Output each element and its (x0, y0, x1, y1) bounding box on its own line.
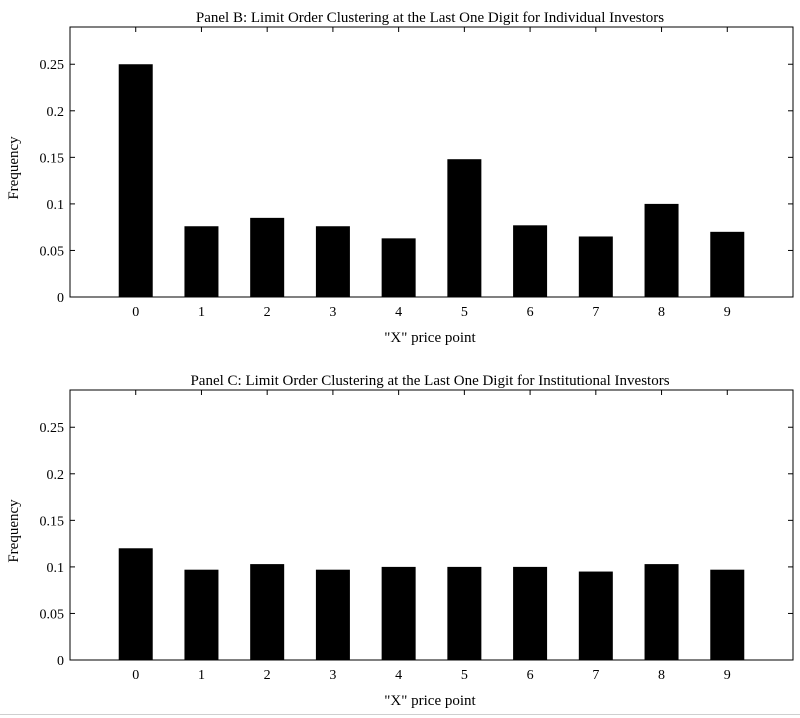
pc-y-tick-label: 0.05 (40, 607, 65, 622)
pc-x-tick-label: 4 (395, 668, 402, 683)
pb-bar-2 (250, 217, 285, 297)
pc-x-tick-label: 1 (198, 668, 205, 683)
panel-b: Panel B: Limit Order Clustering at the L… (6, 10, 794, 346)
panel-c-y-ticks: 0 0.05 0.1 0.15 0.2 0.25 (40, 421, 793, 669)
pc-x-tick-label: 6 (527, 668, 534, 683)
pc-y-tick-label: 0.1 (47, 561, 65, 576)
bottom-divider (0, 714, 800, 715)
pc-x-tick-label: 3 (329, 668, 336, 683)
pb-bar-4 (381, 238, 416, 297)
pc-x-tick-label: 7 (592, 668, 599, 683)
pc-y-tick-label: 0 (57, 654, 64, 669)
panel-c-y-axis-label: Frequency (6, 499, 22, 563)
pc-x-tick-label: 5 (461, 668, 468, 683)
panel-b-x-axis-label: "X" price point (384, 330, 476, 346)
pb-bar-8 (644, 203, 679, 297)
pc-x-tick-label: 0 (132, 668, 139, 683)
pb-y-tick-label: 0.1 (47, 198, 65, 213)
panel-b-plot-frame (69, 26, 794, 298)
panel-c-title: Panel C: Limit Order Clustering at the L… (190, 373, 669, 389)
pb-x-tick-label: 6 (527, 305, 534, 320)
pc-bar-9 (710, 569, 745, 660)
pc-y-tick-label: 0.15 (40, 514, 65, 529)
pb-bar-1 (184, 226, 219, 297)
pb-y-tick-label: 0.2 (47, 105, 65, 120)
pb-bar-0 (118, 64, 153, 297)
pb-x-tick-label: 3 (329, 305, 336, 320)
pc-bar-7 (578, 571, 613, 660)
pc-bar-0 (118, 548, 153, 660)
pc-bar-6 (513, 566, 548, 660)
pb-y-tick-label: 0.05 (40, 244, 65, 259)
pc-bar-1 (184, 569, 219, 660)
panel-b-y-ticks: 0 0.05 0.1 0.15 0.2 0.25 (40, 58, 793, 306)
pc-bar-4 (381, 566, 416, 660)
pb-bar-3 (315, 226, 350, 297)
pc-y-tick-label: 0.2 (47, 468, 65, 483)
pc-bar-3 (315, 569, 350, 660)
pc-y-tick-label: 0.25 (40, 421, 65, 436)
pb-x-tick-label: 2 (264, 305, 271, 320)
pb-x-tick-label: 8 (658, 305, 665, 320)
pb-x-tick-label: 1 (198, 305, 205, 320)
panel-b-bars (118, 64, 745, 297)
panel-c-plot-frame (69, 389, 794, 661)
pb-x-tick-label: 0 (132, 305, 139, 320)
pb-bar-5 (447, 159, 482, 297)
pb-bar-6 (513, 225, 548, 297)
panel-b-y-axis-label: Frequency (6, 136, 22, 200)
pb-x-tick-label: 9 (724, 305, 731, 320)
pb-bar-7 (578, 236, 613, 297)
panel-c: Panel C: Limit Order Clustering at the L… (6, 373, 794, 709)
panel-c-x-ticks: 0 1 2 3 4 5 6 7 8 9 (132, 390, 731, 683)
pb-y-tick-label: 0.15 (40, 151, 65, 166)
pb-y-tick-label: 0.25 (40, 58, 65, 73)
pc-bar-8 (644, 564, 679, 660)
pc-bar-5 (447, 566, 482, 660)
pb-y-tick-label: 0 (57, 291, 64, 306)
pc-bar-2 (250, 564, 285, 660)
panel-b-title: Panel B: Limit Order Clustering at the L… (196, 10, 664, 26)
panel-b-x-ticks: 0 1 2 3 4 5 6 7 8 9 (132, 27, 731, 320)
pb-x-tick-label: 5 (461, 305, 468, 320)
pc-x-tick-label: 9 (724, 668, 731, 683)
panel-c-x-axis-label: "X" price point (384, 693, 476, 709)
pc-x-tick-label: 8 (658, 668, 665, 683)
panel-c-bars (118, 548, 745, 660)
pb-x-tick-label: 7 (592, 305, 599, 320)
pb-bar-9 (710, 231, 745, 297)
pc-x-tick-label: 2 (264, 668, 271, 683)
pb-x-tick-label: 4 (395, 305, 402, 320)
